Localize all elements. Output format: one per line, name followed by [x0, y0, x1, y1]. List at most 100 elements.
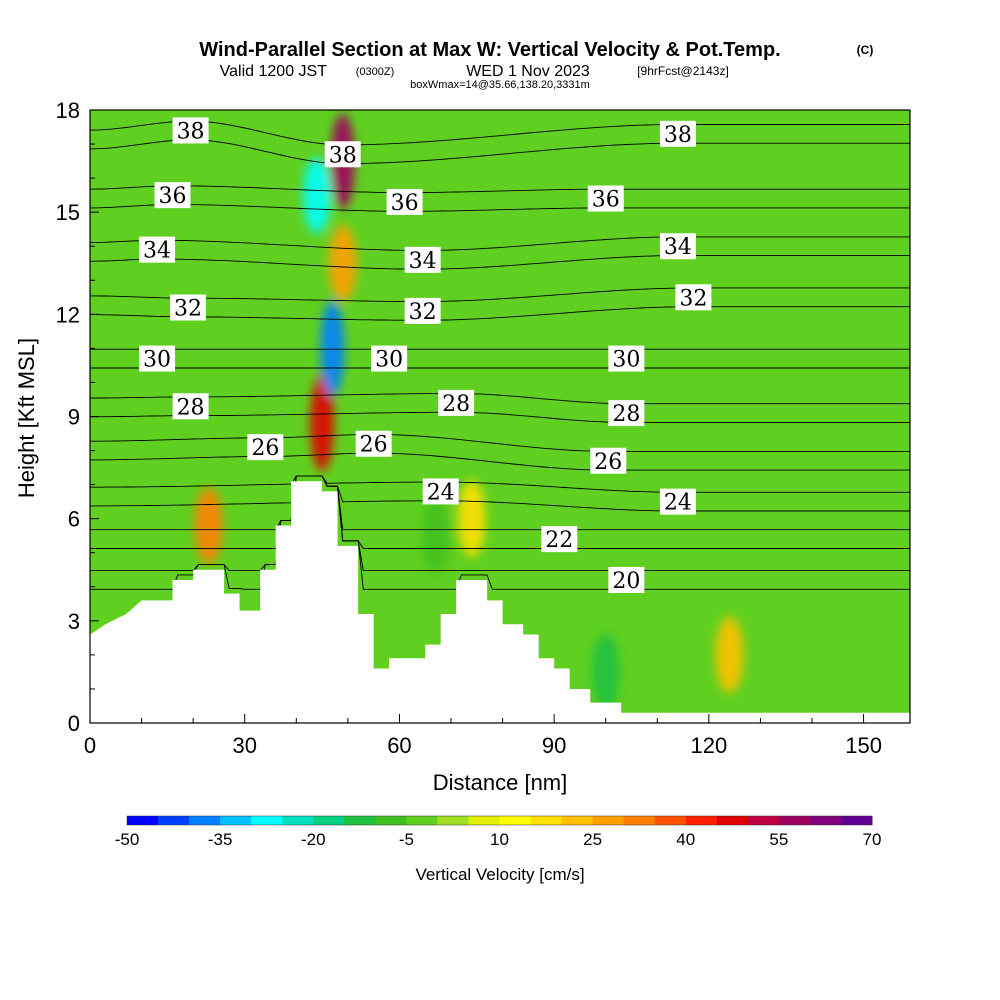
- x-tick-label: 150: [845, 733, 882, 758]
- isentrope-label-36: 36: [154, 182, 191, 209]
- velocity-cell-6: [457, 480, 486, 557]
- svg-text:34: 34: [143, 239, 171, 264]
- colorbar-swatch: [189, 816, 221, 825]
- isentrope-label-36: 36: [587, 185, 624, 213]
- isentrope-label-34: 34: [404, 246, 441, 274]
- colorbar-swatch: [499, 816, 532, 825]
- velocity-cell-7: [715, 616, 744, 693]
- colorbar-swatch: [344, 816, 376, 825]
- svg-text:28: 28: [612, 402, 640, 427]
- x-tick-label: 120: [691, 733, 728, 758]
- velocity-cell-5: [320, 300, 345, 397]
- colorbar-swatch: [685, 816, 718, 825]
- colorbar-swatch: [592, 816, 625, 825]
- velocity-cell-4: [302, 157, 331, 234]
- isentrope-line-38-0: [90, 139, 910, 165]
- isentrope-label-24: 24: [659, 488, 696, 516]
- colorbar-swatch: [747, 816, 780, 825]
- svg-text:[9hrFcst@2143z]: [9hrFcst@2143z]: [637, 64, 729, 78]
- svg-text:34: 34: [409, 249, 437, 274]
- colorbar-swatch: [654, 816, 687, 825]
- svg-text:30: 30: [612, 348, 640, 373]
- x-axis: 0 30 60 90 120 150: [84, 714, 882, 758]
- svg-text:28: 28: [442, 392, 470, 417]
- isentrope-label-26: 26: [590, 447, 627, 475]
- colorbar-tick-label: -20: [301, 830, 326, 849]
- colorbar-swatch: [158, 816, 190, 825]
- svg-text:32: 32: [409, 300, 437, 325]
- colorbar-swatch: [406, 816, 438, 825]
- velocity-cell-1: [310, 375, 335, 472]
- isentrope-line-28-0: [90, 411, 910, 423]
- x-tick-label: 0: [84, 733, 96, 758]
- colorbar-tick-label: -35: [208, 830, 233, 849]
- isentrope-label-30: 30: [371, 345, 408, 373]
- x-tick-label: 30: [232, 733, 256, 758]
- svg-text:38: 38: [329, 143, 357, 168]
- isentrope-label-28: 28: [608, 400, 645, 427]
- svg-text:32: 32: [174, 297, 202, 322]
- svg-text:26: 26: [251, 436, 279, 461]
- svg-text:32: 32: [679, 286, 707, 311]
- colorbar-swatch: [716, 816, 749, 825]
- colorbar-swatch: [561, 816, 594, 825]
- colorbar-swatch: [127, 816, 159, 825]
- svg-text:38: 38: [177, 119, 205, 144]
- velocity-cell-9: [591, 633, 620, 710]
- svg-text:30: 30: [143, 348, 171, 373]
- svg-text:WED 1 Nov 2023: WED 1 Nov 2023: [466, 63, 590, 80]
- vertical-velocity-field: [194, 113, 744, 710]
- box-info: boxWmax=14@35.66,138.20,3331m: [410, 79, 590, 91]
- isentrope-line-24-1: [90, 475, 910, 493]
- isentrope-label-32: 32: [169, 294, 206, 322]
- y-tick-label: 6: [68, 507, 80, 532]
- isentrope-label-34: 34: [139, 236, 176, 264]
- isentrope-label-38: 38: [172, 117, 209, 144]
- x-axis-label: Distance [nm]: [433, 770, 568, 795]
- svg-text:24: 24: [427, 480, 455, 505]
- isentrope-label-38: 38: [324, 141, 361, 168]
- isentrope-line-32-1: [90, 287, 910, 303]
- isentrope-label-30: 30: [139, 345, 176, 373]
- y-tick-label: 0: [68, 711, 80, 736]
- isentrope-label-30: 30: [608, 345, 645, 373]
- isentrope-line-36-1: [90, 185, 910, 194]
- isentrope-line-24-0: [90, 475, 910, 512]
- isentrope-label-36: 36: [386, 188, 423, 216]
- isentrope-label-24: 24: [422, 478, 459, 505]
- colorbar-swatch: [809, 816, 842, 825]
- colorbar-tick-label: 70: [863, 830, 882, 849]
- colorbar-swatch: [437, 816, 469, 825]
- colorbar-swatch: [778, 816, 811, 825]
- svg-text:22: 22: [545, 528, 573, 553]
- colorbar-tick-label: -5: [399, 830, 414, 849]
- isentrope-label-22: 22: [541, 526, 578, 553]
- isentrope-label-32: 32: [675, 284, 712, 311]
- velocity-cell-3: [328, 225, 357, 302]
- y-tick-label: 15: [56, 200, 80, 225]
- isentrope-line-22-1: [90, 475, 910, 531]
- colorbar-swatch: [623, 816, 656, 825]
- isentrope-line-28-1: [90, 393, 910, 405]
- chart-subtitle: Valid 1200 JST (0300Z) WED 1 Nov 2023 [9…: [220, 63, 729, 80]
- isentrope-line-22-0: [90, 475, 910, 549]
- chart-title: Wind-Parallel Section at Max W: Vertical…: [199, 39, 780, 61]
- isentrope-label-26: 26: [355, 430, 392, 458]
- isentrope-line-34-1: [90, 236, 910, 251]
- isentrope-line-34-0: [90, 255, 910, 270]
- isentrope-line-20-0: [90, 475, 910, 590]
- isentrope-line-32-0: [90, 306, 910, 321]
- colorbar-tick-label: 55: [769, 830, 788, 849]
- svg-text:36: 36: [159, 184, 187, 209]
- svg-text:20: 20: [612, 569, 640, 594]
- svg-text:38: 38: [664, 123, 692, 148]
- colorbar-swatch: [313, 816, 345, 825]
- colorbar: [126, 815, 873, 826]
- isentrope-label-34: 34: [659, 233, 696, 260]
- svg-text:24: 24: [664, 491, 692, 516]
- colorbar-swatch: [251, 816, 283, 825]
- y-axis-label: Height [Kft MSL]: [14, 338, 39, 498]
